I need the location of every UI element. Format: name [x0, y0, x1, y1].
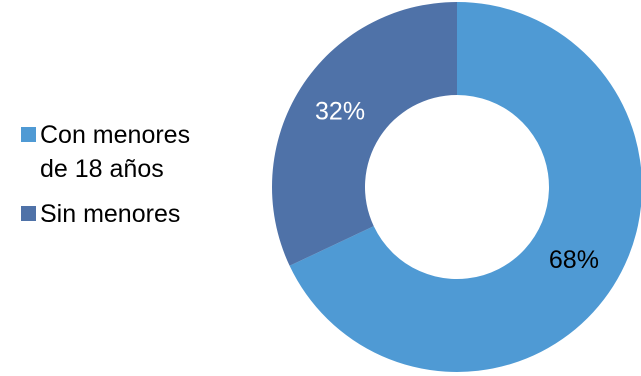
- donut-slice-1: [272, 2, 457, 266]
- legend-swatch-con-menores: [21, 127, 36, 142]
- slice-label-1: 32%: [315, 97, 365, 125]
- legend-item-con-menores: Con menores de 18 años: [21, 118, 251, 186]
- donut-slice-0: [289, 2, 641, 372]
- slice-label-0: 68%: [549, 246, 599, 274]
- legend-label-con-menores: Con menores de 18 años: [40, 121, 191, 183]
- chart-legend: Con menores de 18 años Sin menores: [21, 118, 251, 242]
- legend-item-sin-menores: Sin menores: [21, 197, 251, 231]
- legend-label-sin-menores: Sin menores: [40, 200, 181, 228]
- legend-swatch-sin-menores: [21, 206, 36, 221]
